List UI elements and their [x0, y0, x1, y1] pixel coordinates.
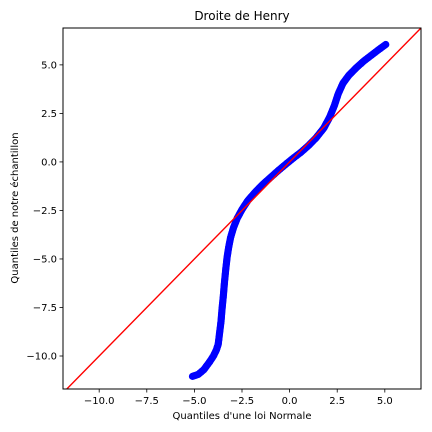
chart-title: Droite de Henry [194, 9, 289, 23]
y-axis-ticks: −10.0 −7.5 −5.0 −2.5 0.0 2.5 5.0 [26, 60, 63, 363]
y-axis-label: Quantiles de notre échantillon [9, 132, 21, 283]
reference-line [65, 28, 421, 389]
x-tick-label: 5.0 [377, 396, 393, 407]
x-tick-label: 2.5 [329, 396, 345, 407]
x-tick-label: −10.0 [84, 396, 115, 407]
y-tick-label: −7.5 [33, 303, 57, 314]
y-tick-label: 2.5 [41, 109, 57, 120]
data-point [382, 40, 390, 49]
y-tick-label: 0.0 [41, 157, 57, 168]
y-tick-label: 5.0 [41, 60, 57, 71]
x-tick-label: −7.5 [135, 396, 159, 407]
x-axis-label: Quantiles d'une loi Normale [173, 411, 312, 422]
y-tick-label: −10.0 [26, 352, 57, 363]
x-tick-label: −5.0 [182, 396, 206, 407]
y-tick-label: −2.5 [33, 206, 57, 217]
y-tick-label: −5.0 [33, 254, 57, 265]
x-axis-ticks: −10.0 −7.5 −5.0 −2.5 0.0 2.5 5.0 [84, 389, 393, 407]
x-tick-label: −2.5 [230, 396, 254, 407]
x-tick-label: 0.0 [282, 396, 298, 407]
